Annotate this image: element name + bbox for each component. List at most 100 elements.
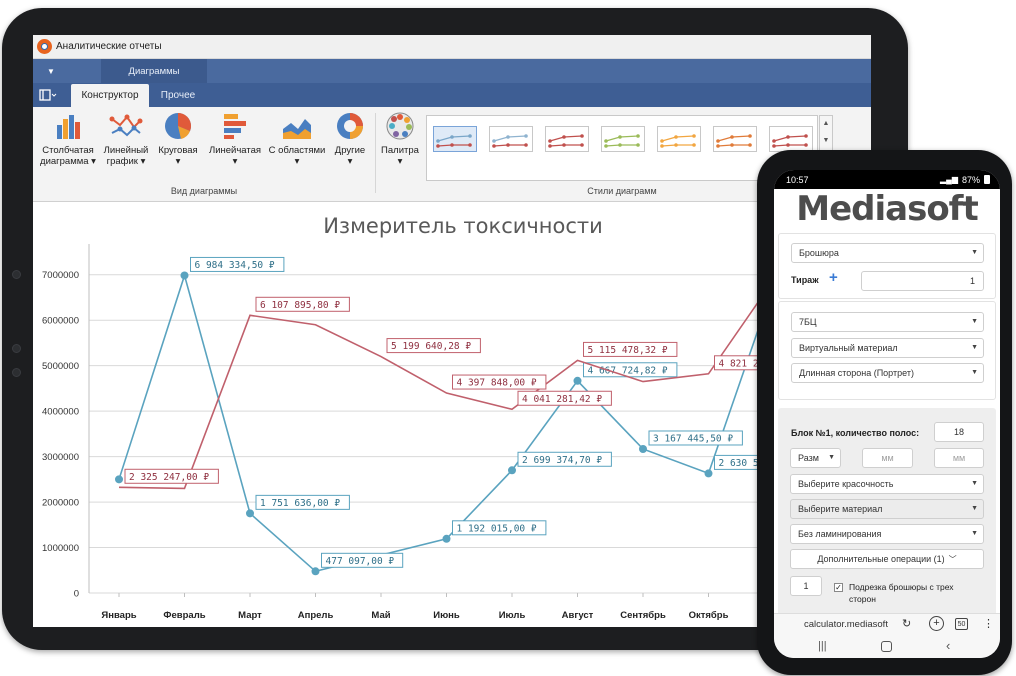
palette-icon [386, 112, 414, 140]
paper-material-select[interactable]: Выберите материал ▼ [790, 499, 984, 519]
data-point[interactable] [573, 376, 582, 385]
series-line [118, 272, 775, 573]
block-pages-input[interactable]: 18 [934, 422, 984, 442]
data-label: 6 107 895,80 ₽ [260, 300, 340, 311]
operation-qty-input[interactable]: 1 [790, 576, 822, 596]
tab-other[interactable]: Прочее [160, 90, 196, 101]
phone-screen: 10:57 ▂▄▆ 87% Mediasoft Брошюра ▼ Тираж +… [774, 170, 1000, 658]
data-point[interactable] [246, 509, 254, 518]
browser-url-bar[interactable]: calculator.mediasoft ↻ + 50 ⋮ [774, 613, 1000, 635]
product-select[interactable]: Брошюра ▼ [791, 243, 984, 263]
data-label-box [648, 430, 743, 446]
pie-chart-button[interactable]: Круговая ▾ [153, 111, 203, 167]
data-label: 477 097,00 ₽ [326, 556, 395, 567]
material-select[interactable]: Виртуальный материал ▼ [791, 338, 984, 358]
horizontal-bar-label-2: ▾ [232, 156, 238, 167]
chart-style-option[interactable] [433, 126, 477, 152]
bar-chart-button[interactable]: Столбчатая диаграмма ▾ [37, 111, 99, 167]
horizontal-bar-button[interactable]: Линейчатая ▾ [205, 111, 265, 167]
chart-style-option[interactable] [489, 126, 533, 152]
home-icon[interactable] [881, 641, 892, 652]
back-icon[interactable]: ‹ [946, 638, 951, 653]
tab-constructor[interactable]: Конструктор [71, 84, 149, 107]
chevron-down-icon: ▼ [971, 505, 978, 512]
reload-icon[interactable]: ↻ [902, 618, 912, 630]
tabs-count[interactable]: 50 [955, 618, 968, 630]
product-value: Брошюра [799, 248, 839, 258]
chart-style-preview-icon [660, 134, 696, 148]
size-select[interactable]: Разм ▼ [790, 448, 841, 468]
menu-dots-icon[interactable]: ⋮ [983, 618, 994, 630]
data-point[interactable] [704, 469, 713, 478]
tirazh-input[interactable]: 1 [861, 271, 984, 291]
color-value: Выберите красочность [798, 479, 894, 489]
data-label: 4 667 724,82 ₽ [588, 365, 668, 376]
bar-chart-label: Столбчатая [42, 145, 94, 156]
extra-operations-button[interactable]: Дополнительные операции (1) ﹀ [790, 549, 984, 569]
width-mm-input[interactable]: мм [862, 448, 913, 468]
data-point[interactable] [639, 444, 647, 453]
add-icon[interactable]: + [829, 269, 838, 286]
bar-chart-label-2: диаграмма ▾ [40, 156, 96, 167]
chart-title: Измеритель токсичности [323, 214, 603, 238]
chart-style-option[interactable] [657, 126, 701, 152]
lamination-select[interactable]: Без ламинирования ▼ [790, 524, 984, 544]
chart-style-option[interactable] [545, 126, 589, 152]
trim-label-line2: сторон [849, 594, 876, 604]
data-label: 5 115 478,32 ₽ [588, 345, 668, 356]
y-tick-label: 5000000 [42, 361, 79, 372]
data-point[interactable] [180, 271, 189, 280]
data-point[interactable] [508, 466, 516, 475]
scroll-up-icon[interactable]: ▲ [822, 120, 830, 127]
palette-label-2: ▾ [397, 156, 403, 167]
new-tab-icon[interactable]: + [929, 616, 944, 631]
x-tick-label: Сентябрь [620, 610, 666, 621]
format-select[interactable]: 7БЦ ▼ [791, 312, 984, 332]
quick-access-dropdown-icon[interactable]: ▼ [47, 66, 55, 76]
other-charts-label-2: ▾ [347, 156, 353, 167]
trim-checkbox[interactable]: ✓ [834, 583, 843, 592]
line-chart: 0 1000000 2000000 3000000 4000000 5000000 6000… [42, 244, 871, 621]
height-mm-input[interactable]: мм [934, 448, 984, 468]
orientation-select[interactable]: Длинная сторона (Портрет) ▼ [791, 363, 984, 383]
area-chart-icon [283, 119, 311, 139]
size-value: Разм [798, 453, 819, 463]
data-point[interactable] [115, 475, 123, 484]
tablet-camera-dot [12, 270, 21, 279]
recent-apps-icon[interactable]: ||| [818, 640, 827, 652]
trim-checkbox-label: Подрезка брошюры с трех сторон [849, 581, 954, 605]
data-label: 6 984 334,50 ₽ [195, 260, 275, 271]
x-tick-label: Апрель [298, 610, 334, 621]
chevron-down-icon: ▼ [971, 480, 978, 487]
area-chart-button[interactable]: С областями ▾ [265, 111, 329, 167]
chart-style-option[interactable] [769, 126, 813, 152]
battery-icon [984, 175, 990, 184]
area-chart-label: С областями [268, 145, 326, 156]
chart-type-group-label: Вид диаграммы [170, 186, 238, 196]
series-line [118, 278, 775, 490]
chart-style-option[interactable] [601, 126, 645, 152]
line-chart-button[interactable]: Линейный график ▾ [99, 111, 153, 167]
palette-button[interactable]: Палитра ▾ [378, 111, 422, 167]
chevron-down-icon: ▼ [971, 369, 978, 376]
chart-style-option[interactable] [713, 126, 757, 152]
data-point[interactable] [442, 534, 451, 543]
donut-chart-icon [337, 113, 363, 139]
data-point[interactable] [311, 567, 320, 576]
scroll-down-icon[interactable]: ▼ [822, 137, 830, 144]
ribbon-tab-row: Конструктор Прочее [33, 83, 871, 107]
data-label: 2 699 374,70 ₽ [522, 455, 602, 466]
x-tick-label: Октябрь [689, 610, 729, 621]
app-logo-icon [37, 39, 52, 54]
chevron-down-icon: ▼ [971, 530, 978, 537]
data-label-box [452, 374, 547, 390]
x-tick-label: Июль [499, 610, 526, 621]
x-tick-label: Февраль [163, 610, 205, 621]
color-select[interactable]: Выберите красочность ▼ [790, 474, 984, 494]
other-charts-button[interactable]: Другие ▾ [329, 111, 371, 167]
chevron-down-icon: ▼ [828, 454, 835, 461]
y-tick-label: 0 [74, 589, 79, 600]
y-tick-label: 2000000 [42, 498, 79, 509]
y-tick-label: 3000000 [42, 452, 79, 463]
file-menu-icon[interactable] [39, 87, 61, 103]
